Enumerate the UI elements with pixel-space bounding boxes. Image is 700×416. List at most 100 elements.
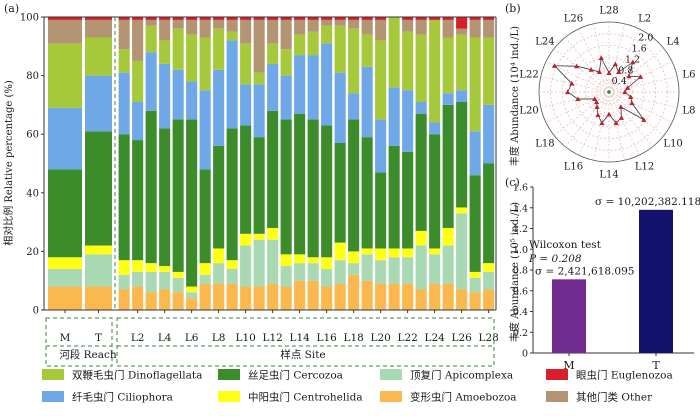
bar-segment-l19-euglenozoa — [361, 17, 373, 20]
bar-segment-l28-other — [483, 19, 495, 38]
legend-item-euglenozoa: 眼虫门 Euglenozoa — [546, 369, 673, 382]
chart-a-x-tick-label: L18 — [343, 332, 363, 344]
radar-point-l4 — [626, 73, 632, 79]
bar-segment-l1-ciliophora — [118, 72, 130, 135]
chart-a-y-tick-label: 100 — [20, 13, 39, 24]
legend-swatch — [380, 369, 402, 380]
bar-segment-l4-centrohelida — [159, 266, 171, 272]
bar-stack-l11 — [253, 17, 265, 310]
stacked-bars — [48, 17, 495, 310]
chart-a-x-tick-label: L24 — [424, 332, 445, 344]
site-group-label: 样点 Site — [280, 348, 325, 361]
bar-segment-l1-euglenozoa — [118, 17, 130, 20]
bar-segment-l11-apicomplexa — [253, 239, 265, 287]
bar-segment-l12-euglenozoa — [267, 17, 279, 20]
bar-segment-l16-other — [321, 19, 333, 26]
chart-a-y-axis-label: 相对比例 Relative percentage (%) — [2, 80, 15, 246]
bar-segment-l7-dinoflagellata — [199, 37, 211, 91]
bar-segment-l13-other — [280, 19, 292, 50]
bar-segment-m-apicomplexa — [48, 268, 82, 287]
bar-segment-l12-ciliophora — [267, 63, 279, 111]
chart-a-x-tick-label: L2 — [131, 332, 145, 344]
bar-segment-l12-other — [267, 19, 279, 44]
bar-segment-l23-dinoflagellata — [415, 34, 427, 102]
bar-segment-l18-centrohelida — [348, 251, 360, 264]
bar-segment-l27-centrohelida — [469, 271, 481, 278]
bar-segment-l18-amoebozoa — [348, 274, 360, 310]
bar-segment-t-other — [85, 19, 112, 38]
bar-segment-t-cercozoa — [85, 131, 112, 246]
chart-a-x-tick-label: L14 — [289, 332, 310, 344]
p-value-label: P = 0.208 — [528, 253, 582, 265]
bar-segment-l28-cercozoa — [483, 163, 495, 264]
radar-radial-tick-label: 1.2 — [625, 54, 640, 65]
bar-segment-l21-ciliophora — [388, 87, 400, 146]
radar-point-l24 — [574, 63, 580, 69]
bar-segment-l26-apicomplexa — [456, 213, 468, 290]
radar-axis-label: L4 — [667, 36, 680, 47]
bar-segment-l13-ciliophora — [280, 75, 292, 120]
bar-segment-l19-ciliophora — [361, 66, 373, 138]
bar-segment-l25-ciliophora — [442, 93, 454, 105]
bar-segment-l11-centrohelida — [253, 233, 265, 240]
bar-segment-l22-dinoflagellata — [402, 31, 414, 91]
bar-segment-l2-cercozoa — [132, 140, 144, 261]
bar-segment-l22-amoebozoa — [402, 283, 414, 310]
bar-segment-l2-centrohelida — [132, 260, 144, 272]
chart-c-y-tick-label: 0.8 — [513, 266, 528, 277]
bar-stack-l4 — [159, 17, 171, 310]
bar-segment-l7-ciliophora — [199, 90, 211, 170]
bar-segment-l17-dinoflagellata — [334, 25, 346, 73]
legend-label: 中阳虫门 Centrohelida — [248, 391, 363, 404]
sigma-label-m: σ = 2,421,618.095 — [535, 265, 634, 277]
radar-axis-label: L6 — [682, 69, 695, 80]
bar-segment-l24-apicomplexa — [429, 254, 441, 284]
bar-segment-l4-apicomplexa — [159, 271, 171, 290]
bar-segment-l17-other — [334, 19, 346, 26]
bar-segment-l3-apicomplexa — [145, 271, 157, 293]
bar-segment-l3-dinoflagellata — [145, 25, 157, 53]
bar-segment-l11-other — [253, 19, 265, 73]
bar-segment-l12-apicomplexa — [267, 239, 279, 284]
bar-segment-l16-amoebozoa — [321, 286, 333, 310]
bar-segment-l1-centrohelida — [118, 260, 130, 275]
bar-segment-l8-centrohelida — [213, 248, 225, 264]
bar-segment-l20-apicomplexa — [375, 260, 387, 284]
bar-segment-l7-apicomplexa — [199, 274, 211, 284]
legend-item-centrohelida: 中阳虫门 Centrohelida — [218, 391, 363, 404]
bar-segment-l7-cercozoa — [199, 169, 211, 264]
bar-segment-l24-dinoflagellata — [429, 19, 441, 123]
bar-segment-t-dinoflagellata — [85, 37, 112, 76]
bar-segment-l9-dinoflagellata — [226, 31, 238, 41]
bar-segment-l25-centrohelida — [442, 227, 454, 246]
radar-axis-label: L12 — [635, 161, 654, 172]
bar-stack-l8 — [213, 17, 225, 310]
radar-point-l15 — [599, 120, 605, 126]
bar-segment-l14-dinoflagellata — [294, 34, 306, 56]
bar-segment-l20-cercozoa — [375, 172, 387, 249]
bar-segment-l14-euglenozoa — [294, 17, 306, 20]
radar-spoke — [578, 91, 610, 156]
bar-segment-l19-centrohelida — [361, 248, 373, 255]
bar-segment-l4-other — [159, 19, 171, 41]
bar-segment-l28-dinoflagellata — [483, 37, 495, 105]
radar-point-l25 — [588, 67, 594, 72]
radar-point-l6 — [625, 85, 631, 90]
bar-segment-l28-amoebozoa — [483, 289, 495, 310]
chart-a-x-tick-label: L6 — [185, 332, 199, 344]
bar-segment-l3-ciliophora — [145, 52, 157, 111]
bar-segment-l21-dinoflagellata — [388, 17, 400, 88]
bar-segment-t-apicomplexa — [85, 254, 112, 287]
bar-segment-l2-euglenozoa — [132, 17, 144, 20]
chart-c-y-tick-label: 1.0 — [513, 245, 528, 256]
radar-axis-label: L16 — [564, 161, 583, 172]
bar-segment-l27-euglenozoa — [469, 17, 481, 20]
bar-segment-l6-other — [186, 19, 198, 35]
radar-axis-label: L10 — [663, 139, 682, 150]
radar-axis-label: L8 — [682, 106, 695, 117]
radar-point-l8 — [628, 94, 634, 100]
bar-segment-l25-amoebozoa — [442, 283, 454, 310]
bar-segment-l5-amoebozoa — [172, 292, 184, 310]
bar-segment-l22-apicomplexa — [402, 257, 414, 284]
bar-segment-l3-cercozoa — [145, 110, 157, 264]
